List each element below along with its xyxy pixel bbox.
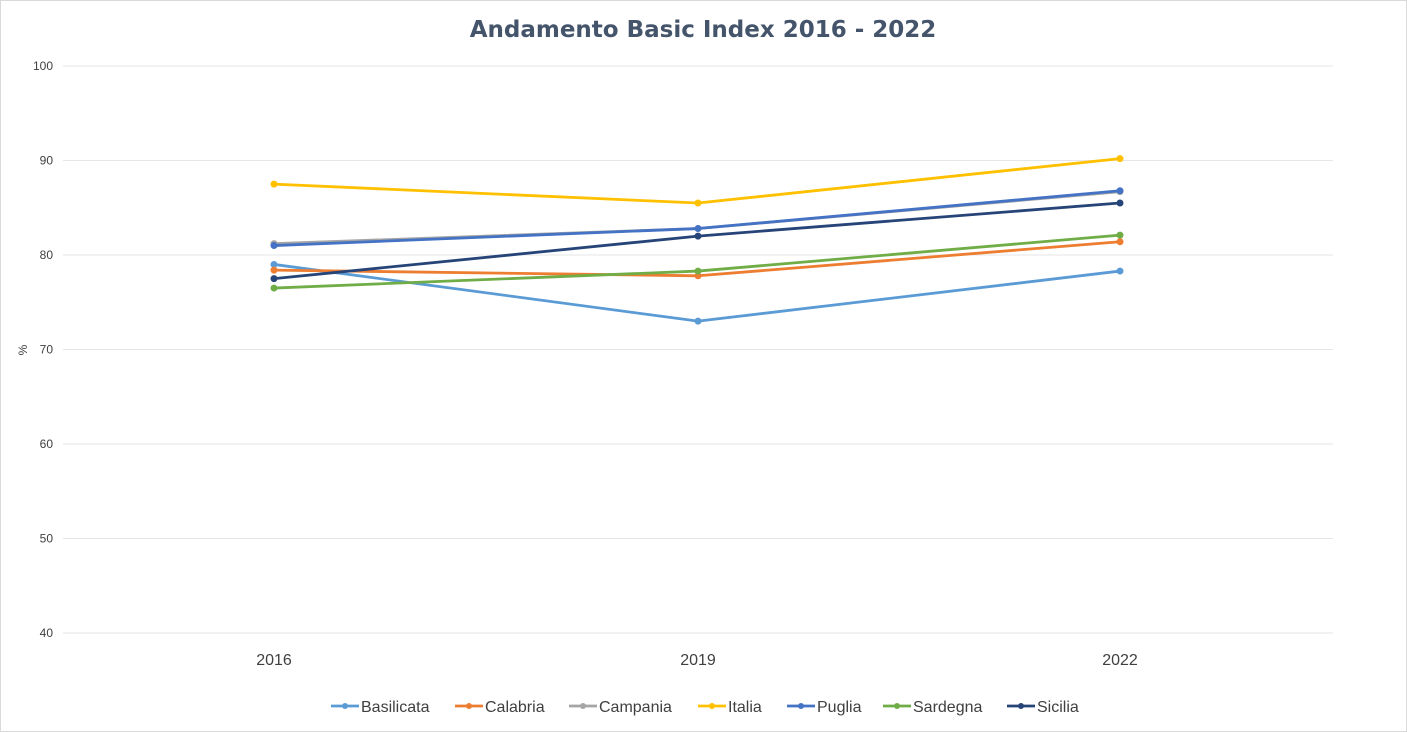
- legend-label: Sardegna: [913, 699, 982, 716]
- legend-point-marker: [342, 703, 348, 709]
- legend-item: Italia: [698, 699, 762, 716]
- series-puglia: [270, 187, 1124, 250]
- legend-point-marker: [466, 703, 472, 709]
- data-point: [694, 199, 702, 207]
- data-point: [1116, 267, 1124, 275]
- legend-point-marker: [894, 703, 900, 709]
- data-point: [270, 284, 278, 292]
- data-point: [1116, 238, 1124, 246]
- y-tick-label: 40: [40, 626, 54, 640]
- series-sicilia: [270, 199, 1124, 283]
- y-axis-label: %: [16, 344, 30, 355]
- legend-label: Campania: [599, 699, 672, 716]
- data-point: [270, 260, 278, 268]
- y-tick-label: 80: [40, 248, 54, 262]
- data-point: [1116, 187, 1124, 195]
- legend-item: Sardegna: [883, 699, 982, 716]
- legend-item: Campania: [569, 699, 672, 716]
- legend-item: Sicilia: [1007, 699, 1079, 716]
- data-point: [270, 242, 278, 250]
- legend-item: Basilicata: [331, 699, 430, 716]
- y-tick-label: 100: [33, 59, 53, 73]
- legend: Basilicata Calabria Campania Italia Puglia Sa…: [331, 699, 1079, 716]
- legend-point-marker: [1018, 703, 1024, 709]
- data-point: [1116, 155, 1124, 163]
- legend-label: Sicilia: [1037, 699, 1079, 716]
- legend-point-marker: [580, 703, 586, 709]
- data-point: [694, 267, 702, 275]
- data-point: [270, 180, 278, 188]
- series-calabria: [270, 238, 1124, 280]
- series-lines: [270, 155, 1124, 325]
- data-point: [694, 225, 702, 233]
- x-tick-label: 2016: [256, 652, 292, 669]
- data-point: [270, 266, 278, 274]
- series-sardegna: [270, 231, 1124, 292]
- legend-item: Calabria: [455, 699, 545, 716]
- chart-title: Andamento Basic Index 2016 - 2022: [470, 17, 937, 43]
- y-tick-label: 90: [40, 154, 54, 168]
- series-italia: [270, 155, 1124, 207]
- x-tick-label: 2019: [680, 652, 716, 669]
- legend-label: Basilicata: [361, 699, 430, 716]
- x-tick-label: 2022: [1102, 652, 1138, 669]
- data-point: [270, 275, 278, 283]
- legend-label: Italia: [728, 699, 762, 716]
- legend-point-marker: [709, 703, 715, 709]
- y-tick-label: 70: [40, 343, 54, 357]
- series-line: [272, 157, 1122, 205]
- data-point: [1116, 231, 1124, 239]
- x-axis-ticks: 2016 2019 2022: [256, 652, 1138, 669]
- data-point: [1116, 199, 1124, 207]
- legend-label: Calabria: [485, 699, 545, 716]
- y-axis-ticks: 40 50 60 70 80 90 100: [33, 59, 53, 640]
- data-point: [694, 232, 702, 240]
- legend-label: Puglia: [817, 699, 862, 716]
- y-tick-label: 60: [40, 437, 54, 451]
- legend-item: Puglia: [787, 699, 862, 716]
- y-tick-label: 50: [40, 532, 54, 546]
- legend-point-marker: [798, 703, 804, 709]
- data-point: [694, 317, 702, 325]
- gridlines: [63, 65, 1333, 634]
